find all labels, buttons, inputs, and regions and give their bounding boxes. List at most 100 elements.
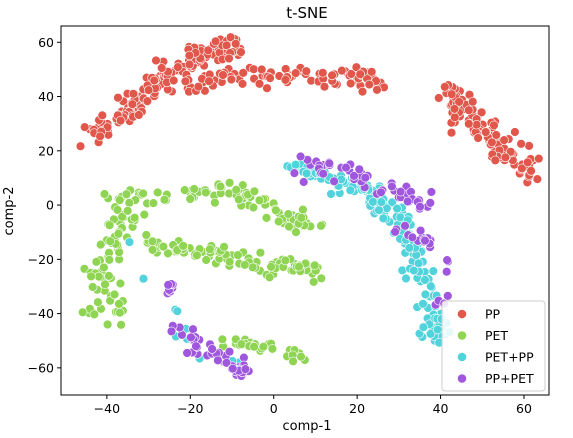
data-point	[95, 131, 105, 142]
data-point	[141, 230, 152, 240]
data-point	[447, 89, 457, 99]
legend-marker	[457, 309, 467, 319]
data-point	[481, 127, 491, 137]
data-point	[147, 245, 158, 255]
data-point	[257, 64, 267, 75]
data-point	[104, 255, 115, 265]
data-point	[288, 356, 298, 366]
data-point	[158, 241, 169, 252]
data-point	[217, 334, 228, 345]
data-point	[464, 105, 474, 115]
data-point	[354, 164, 364, 175]
legend: PP PET PET+PP PP+PET	[441, 300, 546, 392]
data-point	[326, 189, 336, 199]
data-point	[400, 221, 410, 231]
data-point	[180, 185, 190, 195]
data-point	[219, 242, 229, 252]
data-point	[516, 139, 526, 149]
data-point	[418, 322, 429, 332]
data-point	[91, 257, 102, 267]
data-point	[93, 297, 103, 307]
data-point	[281, 64, 291, 74]
data-point	[231, 39, 241, 49]
data-point	[201, 187, 211, 198]
data-point	[87, 282, 98, 292]
data-point	[236, 339, 247, 349]
data-point	[205, 244, 215, 254]
data-point	[532, 174, 543, 184]
data-point	[75, 141, 86, 151]
data-point	[233, 250, 243, 260]
data-point	[143, 85, 154, 95]
data-point	[367, 67, 377, 77]
y-tick-label: 0	[46, 198, 54, 213]
data-point	[401, 273, 411, 284]
data-point	[201, 255, 211, 265]
data-point	[185, 194, 195, 204]
data-point	[163, 248, 173, 259]
x-tick-label: 60	[516, 401, 532, 416]
data-point	[178, 241, 188, 251]
data-point	[228, 363, 238, 374]
data-point	[526, 166, 536, 176]
data-point	[113, 92, 123, 103]
y-tick-label: −20	[28, 252, 54, 267]
y-tick-label: −60	[28, 360, 54, 375]
data-point	[240, 260, 250, 270]
data-point	[249, 342, 259, 352]
data-point	[116, 320, 126, 330]
data-point	[138, 274, 149, 284]
data-point	[415, 225, 426, 236]
data-point	[318, 169, 328, 179]
data-point	[151, 55, 161, 66]
data-point	[372, 85, 382, 95]
legend-marker	[457, 330, 467, 341]
data-point	[454, 97, 464, 107]
data-point	[517, 163, 527, 174]
data-point	[221, 358, 232, 368]
data-point	[224, 53, 234, 64]
data-point	[254, 195, 265, 206]
series-pp	[75, 32, 544, 188]
data-point	[298, 204, 308, 215]
data-point	[404, 243, 415, 253]
data-point	[316, 221, 326, 231]
data-point	[420, 275, 430, 285]
x-axis: −40 −20 0 20 40 60	[94, 395, 532, 416]
data-point	[127, 99, 138, 109]
data-point	[522, 157, 533, 168]
data-point	[225, 32, 236, 42]
data-point	[464, 119, 474, 129]
x-axis-label: comp-1	[283, 419, 332, 434]
data-point	[316, 273, 326, 283]
data-point	[407, 232, 418, 243]
data-point	[318, 68, 328, 78]
data-point	[266, 262, 276, 272]
data-point	[148, 198, 159, 208]
data-point	[349, 171, 359, 181]
data-point	[248, 262, 258, 272]
data-point	[357, 86, 368, 97]
data-point	[510, 127, 520, 137]
data-point	[449, 104, 460, 114]
data-point	[274, 216, 284, 227]
data-point	[100, 279, 110, 289]
data-point	[240, 364, 251, 374]
data-point	[425, 198, 435, 208]
legend-label: PP+PET	[485, 371, 534, 386]
data-point	[468, 96, 478, 107]
data-point	[248, 202, 259, 213]
data-point	[280, 255, 291, 266]
data-point	[124, 198, 135, 208]
y-tick-label: −40	[28, 306, 54, 321]
x-tick-label: 40	[433, 401, 449, 416]
data-point	[99, 262, 109, 273]
data-point	[180, 76, 191, 87]
y-tick-label: 60	[38, 35, 54, 50]
data-point	[237, 79, 248, 89]
data-point	[355, 69, 365, 79]
data-point	[224, 257, 235, 267]
data-point	[121, 189, 132, 199]
y-axis: −60 −40 −20 0 20 40 60	[28, 35, 61, 375]
